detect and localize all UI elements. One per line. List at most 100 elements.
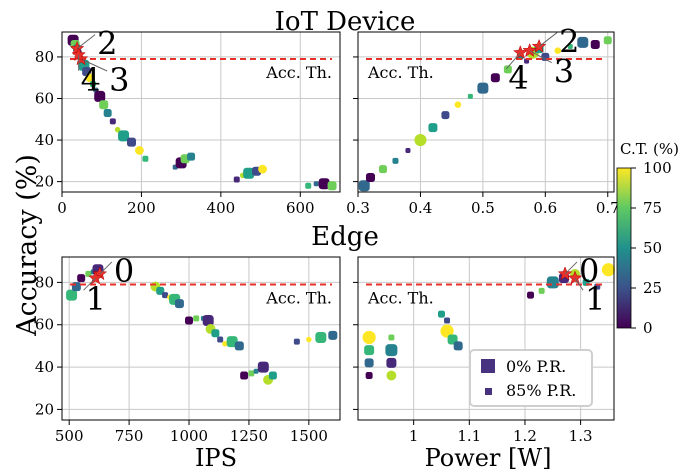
data-point <box>89 80 96 87</box>
data-point <box>577 36 589 48</box>
threshold-label: Acc. Th. <box>367 63 434 82</box>
data-point <box>193 315 200 322</box>
highlight-star-icon <box>522 43 538 57</box>
data-point <box>217 336 224 343</box>
data-point <box>211 329 220 338</box>
data-point <box>185 316 194 325</box>
star-label: 0 <box>114 252 134 290</box>
data-point <box>477 82 489 94</box>
star-label: 4 <box>508 59 528 97</box>
data-point <box>156 286 165 295</box>
data-point <box>362 330 376 345</box>
x-tick-label: 0.5 <box>471 199 495 217</box>
data-point <box>453 341 463 351</box>
legend-large-square-icon <box>481 359 495 373</box>
plot-frame <box>357 31 615 193</box>
x-tick-label: 1.3 <box>569 427 593 445</box>
x-tick-label: 0 <box>57 199 67 217</box>
colorbar: C.T. (%) 0 25 50 75 100 <box>616 140 679 337</box>
data-point <box>77 274 86 283</box>
y-tick-label: 20 <box>35 400 54 418</box>
data-point <box>440 324 454 338</box>
data-point <box>546 276 559 289</box>
data-point <box>103 109 112 118</box>
x-tick-label: 0.4 <box>409 199 433 217</box>
data-point <box>313 181 319 187</box>
data-point <box>85 73 95 83</box>
data-point <box>554 47 562 55</box>
star-label: 3 <box>109 61 129 99</box>
data-point <box>248 370 255 377</box>
y-tick-label: 40 <box>35 358 54 376</box>
data-point <box>305 182 312 189</box>
highlight-star-icon <box>567 270 583 285</box>
plot-frame <box>61 256 341 421</box>
star-leader-line <box>80 58 108 72</box>
data-point <box>99 100 109 110</box>
data-point <box>590 39 600 49</box>
x-tick-label: 500 <box>55 427 84 445</box>
plot-frame <box>61 31 341 193</box>
x-tick-label: 600 <box>286 199 315 217</box>
legend-item-0-label: 0% P.R. <box>506 357 566 376</box>
data-point <box>386 357 397 368</box>
x-tick-label: 0.6 <box>533 199 557 217</box>
data-point <box>142 155 149 162</box>
data-point <box>454 101 462 109</box>
data-point <box>467 93 473 99</box>
data-point <box>71 282 81 292</box>
data-point <box>114 126 121 133</box>
x-tick-label: 1000 <box>170 427 208 445</box>
star-leader-line <box>505 52 521 70</box>
x-tick-label: 200 <box>127 199 156 217</box>
data-point <box>365 372 373 380</box>
data-point <box>85 270 92 277</box>
data-point <box>66 289 78 301</box>
colorbar-ticks: 0 25 50 75 100 <box>631 159 672 337</box>
colorbar-tick-label: 75 <box>643 199 662 217</box>
data-point <box>315 331 327 343</box>
star-label: 4 <box>81 61 101 99</box>
star-leader-line <box>83 277 96 291</box>
plot-frame <box>357 256 615 421</box>
star-label: 2 <box>97 25 117 63</box>
data-point <box>109 118 116 125</box>
data-point <box>538 287 545 294</box>
data-point <box>386 370 397 381</box>
x-tick-label: 400 <box>207 199 236 217</box>
data-point <box>293 338 300 345</box>
data-point <box>567 44 573 50</box>
x-axis-label-ips: IPS <box>195 444 237 470</box>
data-point <box>240 371 249 380</box>
data-point <box>527 291 535 299</box>
edge-section-title: Edge <box>311 222 379 252</box>
y-tick-label: 60 <box>35 316 54 334</box>
highlight-star-icon <box>531 38 547 53</box>
data-point <box>135 146 144 155</box>
data-point <box>365 172 375 182</box>
data-point <box>258 164 267 174</box>
data-point <box>268 371 277 380</box>
colorbar-label: C.T. (%) <box>620 140 679 158</box>
data-point <box>388 334 395 341</box>
data-point <box>253 368 259 374</box>
data-point <box>603 36 612 45</box>
y-axis-label: Accuracy (%) <box>12 154 43 337</box>
data-point <box>444 317 451 324</box>
data-point <box>234 341 244 351</box>
x-tick-label: 1.2 <box>513 427 537 445</box>
x-tick-label: 1250 <box>230 427 268 445</box>
data-point <box>202 315 214 327</box>
data-point <box>405 147 411 153</box>
data-point <box>364 345 375 356</box>
threshold-label: Acc. Th. <box>367 289 434 308</box>
colorbar-tick-label: 50 <box>643 239 662 257</box>
star-label: 1 <box>86 280 106 318</box>
highlight-star-icon <box>88 270 103 285</box>
star-leader-line <box>76 34 96 50</box>
y-tick-label: 60 <box>35 89 54 107</box>
data-point <box>187 152 196 161</box>
star-label: 3 <box>554 53 574 91</box>
